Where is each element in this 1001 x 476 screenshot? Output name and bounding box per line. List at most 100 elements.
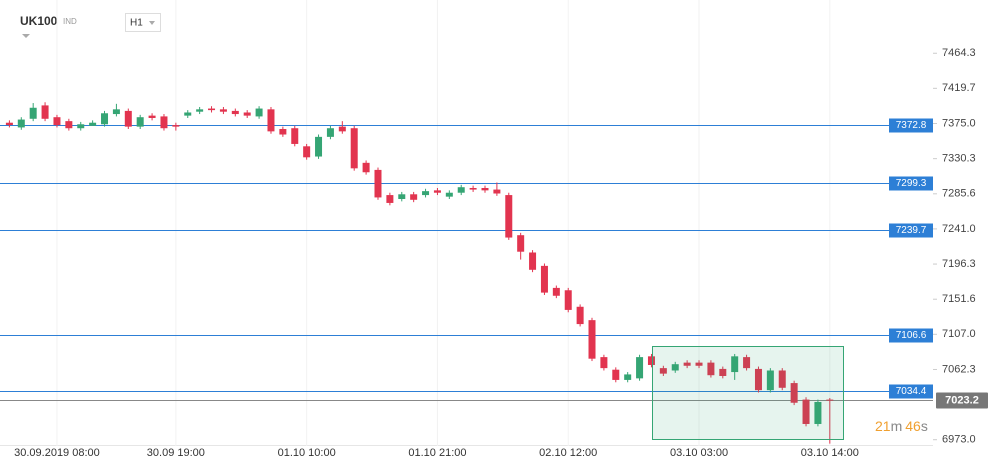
candle-body <box>743 357 751 369</box>
level-label: 7372.8 <box>896 120 927 131</box>
candle-body <box>160 116 168 129</box>
candle-body <box>291 128 299 144</box>
candle-body <box>493 189 501 194</box>
candle-body <box>362 162 370 173</box>
candle-body <box>683 362 691 366</box>
timeframe[interactable]: H1 <box>130 18 143 29</box>
countdown: 21m 46s <box>875 418 928 434</box>
candle-body <box>457 187 465 193</box>
candle-body <box>576 306 584 325</box>
candle-body <box>790 383 798 403</box>
candle-body <box>529 252 537 270</box>
level-label-box <box>889 328 933 343</box>
candle-body <box>588 320 596 359</box>
y-tick-label: 7151.6 <box>942 293 976 305</box>
candle-body <box>303 146 311 158</box>
candle-body <box>433 190 441 193</box>
candle-body <box>65 121 73 129</box>
y-tick-label: 7196.3 <box>942 258 976 270</box>
candle-body <box>350 128 358 169</box>
level-label-box <box>889 118 933 133</box>
candle-body <box>196 109 204 112</box>
y-tick-label: 7330.3 <box>942 153 976 165</box>
candle-body <box>481 187 489 191</box>
candle-body <box>89 122 97 126</box>
y-tick-label: 7464.3 <box>942 47 976 59</box>
candle-body <box>826 399 834 401</box>
candle-body <box>148 115 156 118</box>
candle-body <box>255 108 263 117</box>
candle-body <box>540 265 548 293</box>
y-tick-label: 7241.0 <box>942 223 976 235</box>
candle-body <box>338 126 346 132</box>
candle-body <box>695 362 703 366</box>
candle-body <box>731 356 739 373</box>
countdown-s: s <box>921 418 928 434</box>
candle-body <box>719 368 727 376</box>
candle-body <box>243 112 251 116</box>
symbol-dropdown[interactable] <box>22 34 30 38</box>
timeframe-select[interactable] <box>125 13 161 32</box>
y-tick-label: 7062.3 <box>942 363 976 375</box>
candle-body <box>112 109 120 115</box>
level-label-box <box>889 223 933 238</box>
candle-body <box>77 124 85 129</box>
candle-body <box>53 117 61 126</box>
candle-body <box>469 187 477 190</box>
x-tick-label: 30.09.2019 08:00 <box>14 447 100 459</box>
highlight-box <box>652 346 844 440</box>
current-price-label: 7023.2 <box>945 394 979 406</box>
candle-body <box>802 399 810 424</box>
candle-body <box>326 128 334 137</box>
candle-body <box>124 110 132 127</box>
candle-body <box>398 194 406 200</box>
y-tick-label: 7285.6 <box>942 188 976 200</box>
candle-body <box>136 117 144 127</box>
candle-body <box>659 368 667 374</box>
timeframe-arrow <box>149 21 155 25</box>
x-tick-label: 01.10 21:00 <box>408 447 466 459</box>
candle-body <box>29 107 37 119</box>
candle-body <box>410 194 418 200</box>
candle-body <box>172 125 180 127</box>
level-label: 7034.4 <box>896 386 927 397</box>
x-tick-label: 03.10 14:00 <box>801 447 859 459</box>
candle-body <box>766 370 774 391</box>
candle-body <box>101 113 109 125</box>
y-tick-label: 7375.0 <box>942 117 976 129</box>
candle-body <box>564 290 572 310</box>
candle-body <box>517 235 525 252</box>
candle-body <box>754 368 762 391</box>
candle-body <box>374 169 382 198</box>
candle-body <box>814 401 822 424</box>
candle-body <box>267 109 275 132</box>
candle-body <box>315 136 323 157</box>
candle-body <box>184 112 192 116</box>
x-tick-label: 02.10 12:00 <box>539 447 597 459</box>
level-label: 7239.7 <box>896 225 927 236</box>
candle-body <box>386 195 394 203</box>
y-tick-label: 7107.0 <box>942 328 976 340</box>
candle-body <box>552 287 560 296</box>
candle-body <box>636 357 644 379</box>
market: IND <box>63 17 77 26</box>
symbol[interactable]: UK100 <box>20 14 58 28</box>
candle-body <box>445 192 453 197</box>
countdown-m: m <box>891 418 903 434</box>
level-label: 7299.3 <box>896 178 927 189</box>
candle-body <box>612 369 620 380</box>
candle-body <box>671 364 679 371</box>
candle-body <box>41 105 49 119</box>
candle-body <box>647 356 655 365</box>
candle-body <box>624 374 632 380</box>
current-price-box <box>936 392 988 409</box>
candle-body <box>707 362 715 376</box>
candle-body <box>279 129 287 135</box>
candle-body <box>231 110 239 115</box>
y-tick-label: 6973.0 <box>942 434 976 446</box>
x-tick-label: 01.10 10:00 <box>278 447 336 459</box>
level-label: 7106.6 <box>896 330 927 341</box>
x-tick-label: 30.09 19:00 <box>147 447 205 459</box>
